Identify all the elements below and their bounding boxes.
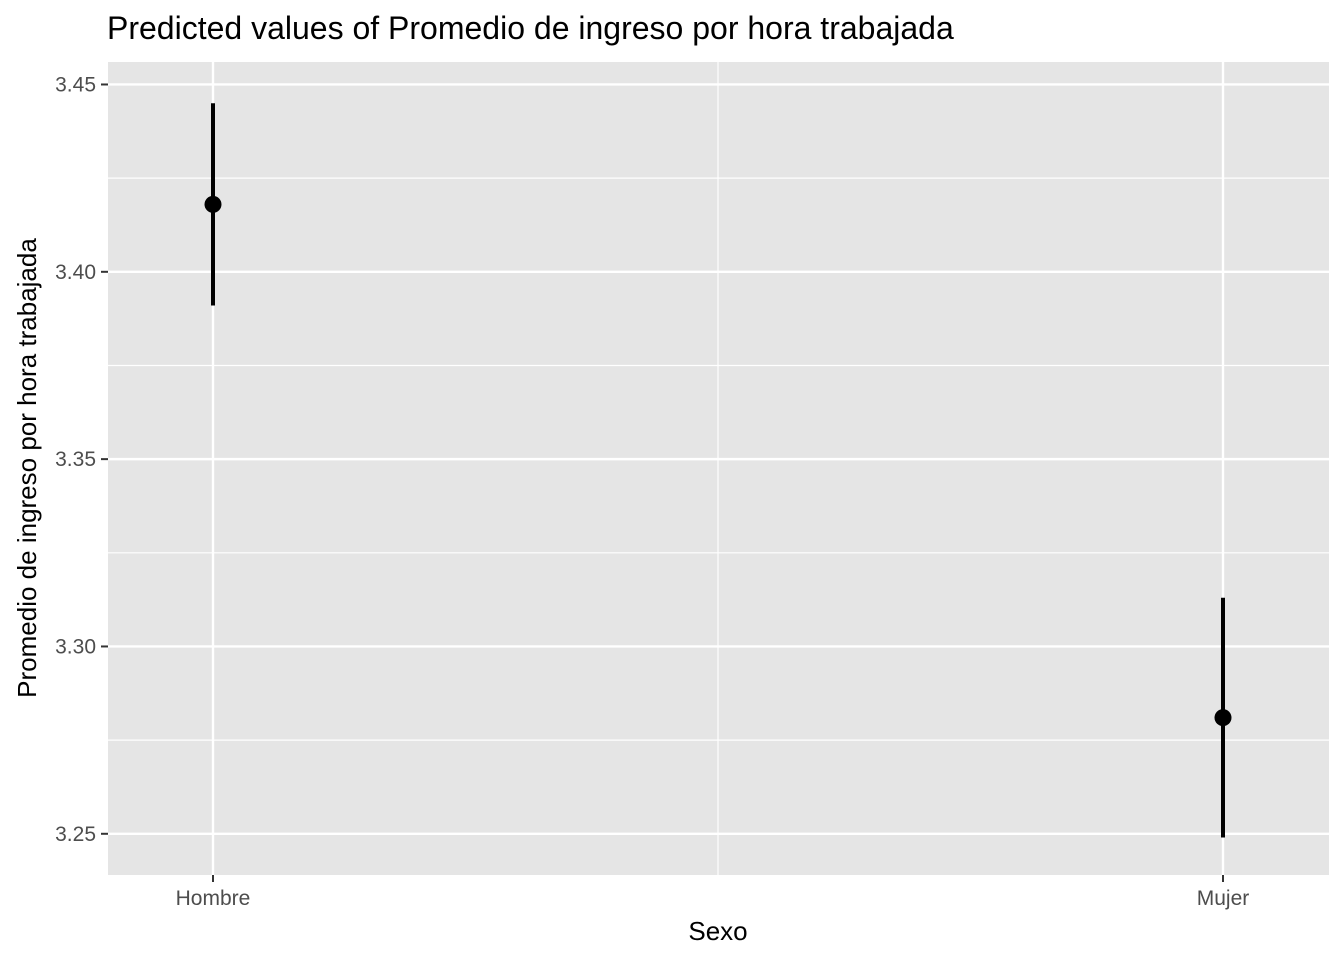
chart-title: Predicted values of Promedio de ingreso … [107,10,954,46]
x-tick-label: Hombre [176,887,251,910]
x-axis: Hombre Mujer [176,875,1250,910]
grid-minor [108,62,1329,875]
y-tick-label: 3.45 [55,73,96,96]
y-tick-label: 3.40 [55,261,96,284]
data-marks [204,103,1232,838]
data-point [204,195,222,213]
y-axis: 3.25 3.30 3.35 3.40 3.45 [55,73,108,846]
data-point [1214,709,1232,727]
x-tick-label: Mujer [1197,887,1250,910]
y-tick-label: 3.35 [55,448,96,471]
y-tick-label: 3.25 [55,823,96,846]
y-axis-title: Promedio de ingreso por hora trabajada [12,238,42,698]
x-axis-title: Sexo [688,916,747,946]
y-tick-label: 3.30 [55,635,96,658]
